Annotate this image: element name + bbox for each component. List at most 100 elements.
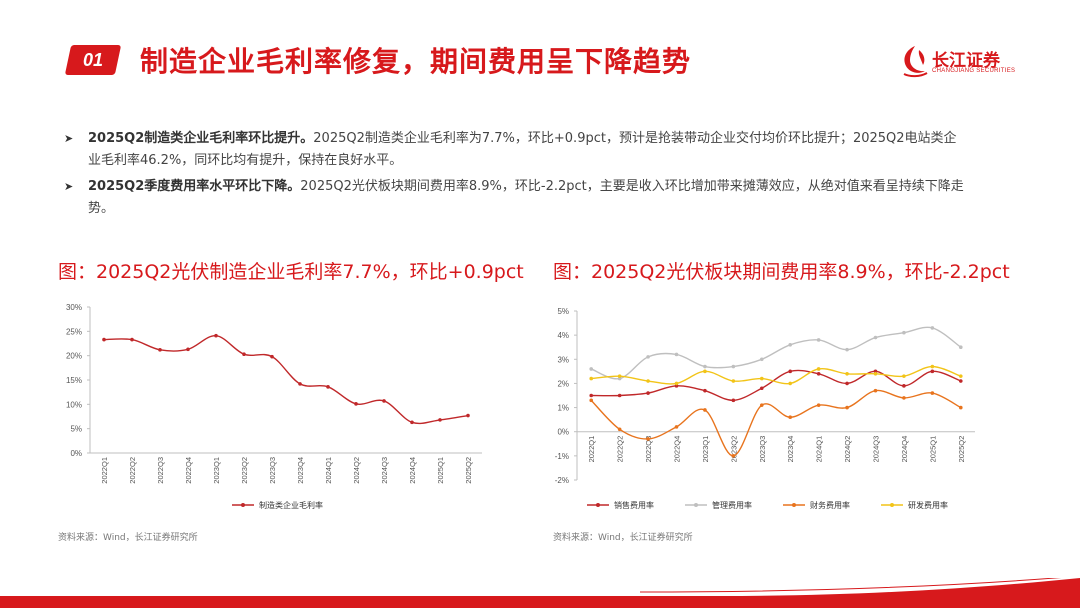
data-point [930,326,935,330]
x-tick-label: 2025Q2 [464,457,473,484]
x-tick-label: 2024Q2 [843,436,852,463]
series-line [591,369,962,402]
data-point [731,454,736,458]
data-point [873,388,878,393]
data-point [902,374,906,378]
data-point [410,420,414,425]
bullet-heading: 2025Q2制造类企业毛利率环比提升。 [88,131,314,146]
y-tick-label: -2% [555,476,569,485]
y-tick-label: 30% [66,303,82,312]
data-point [674,381,679,386]
source-note: 资料来源：Wind，长江证券研究所 [58,533,198,543]
x-tick-label: 2024Q4 [900,436,909,463]
bullet-text: 2025Q2光伏板块期间费用率8.9%，环比-2.2pct，主要是收入环比增加带… [88,179,964,216]
y-tick-label: 3% [557,355,569,364]
data-point [902,396,906,400]
data-point [646,379,650,383]
data-point [703,408,707,412]
y-tick-label: 10% [66,400,82,409]
logo-text-cn: 长江证券 [932,51,1000,71]
x-tick-label: 2022Q4 [184,457,193,484]
data-point [958,374,963,378]
legend-marker [694,503,698,507]
bullet-item: ➤ 2025Q2制造类企业毛利率环比提升。2025Q2制造类企业毛利率为7.7%… [64,128,964,172]
x-tick-label: 2022Q2 [128,457,137,484]
x-tick-label: 2023Q1 [212,457,221,484]
data-point [466,413,470,418]
data-point [759,403,764,407]
bullet-item: ➤ 2025Q2季度费用率水平环比下降。2025Q2光伏板块期间费用率8.9%，… [64,176,964,220]
x-tick-label: 2024Q1 [815,436,824,463]
x-tick-label: 2024Q2 [352,457,361,484]
page-title: 制造企业毛利率修复，期间费用呈下降趋势 [140,45,692,78]
y-tick-label: 5% [557,307,569,316]
x-tick-label: 2023Q2 [729,436,738,463]
legend-label: 管理费用率 [712,500,752,510]
footer-band [0,578,1080,608]
data-point [930,369,935,374]
data-point [589,393,594,398]
data-point [788,381,793,386]
x-tick-label: 2023Q4 [296,457,305,484]
data-point [731,379,736,383]
y-tick-label: 4% [557,331,569,340]
data-point [617,374,622,378]
x-tick-label: 2025Q2 [957,436,966,463]
data-point [816,338,821,342]
y-tick-label: 25% [66,327,82,336]
data-point [242,352,246,357]
x-tick-label: 2023Q3 [758,436,767,463]
data-point [646,391,650,395]
data-point [589,398,594,403]
arrow-bullet-icon: ➤ [64,180,74,193]
data-point [703,364,707,369]
y-tick-label: 2% [557,379,569,388]
legend-marker [890,503,894,507]
data-point [759,376,764,381]
data-point [298,382,302,386]
data-point [873,371,878,376]
x-tick-label: 2023Q1 [701,436,710,463]
series-line [590,326,962,380]
data-point [788,369,793,374]
data-point [646,437,650,441]
series-line [590,389,962,457]
data-point [617,427,622,432]
data-point [958,405,963,410]
legend-marker [792,503,796,507]
y-tick-label: 0% [557,428,569,437]
data-point [674,352,679,357]
data-point [270,354,274,359]
legend-marker [241,503,245,507]
x-tick-label: 2024Q4 [408,457,417,484]
data-point [438,418,442,422]
logo-text-en: CHANGJIANG SECURITIES [932,68,1016,74]
y-tick-label: 1% [557,404,569,413]
source-note: 资料来源：Wind，长江证券研究所 [553,533,693,543]
y-tick-label: 20% [66,352,82,361]
bullet-text: 2025Q2制造类企业毛利率为7.7%，环比+0.9pct，预计是抢装带动企业交… [88,131,957,168]
y-tick-label: 15% [66,376,82,385]
company-logo: 长江证券 CHANGJIANG SECURITIES [900,44,1030,80]
data-point [617,393,622,398]
data-point [930,391,935,395]
data-point [845,347,849,352]
data-point [186,347,190,352]
summary-bullets: ➤ 2025Q2制造类企业毛利率环比提升。2025Q2制造类企业毛利率为7.7%… [64,128,964,224]
data-point [703,369,707,374]
data-point [902,330,906,335]
x-tick-label: 2022Q1 [587,436,596,463]
data-point [788,343,793,347]
expense-ratio-chart: -2% -1% 0% 1% 2% 3% 4% 5% 2022Q1 2022Q2 2022Q3 2022… [555,307,975,510]
x-tick-label: 2023Q4 [786,436,795,463]
y-tick-label: 0% [70,449,82,458]
section-number: 01 [82,50,104,70]
data-point [214,333,218,338]
x-tick-label: 2022Q1 [100,457,109,484]
data-point [674,425,679,429]
data-point [703,388,707,393]
x-tick-label: 2025Q1 [436,457,445,484]
data-point [816,371,821,376]
x-tick-label: 2025Q1 [928,436,937,463]
data-point [589,367,594,371]
